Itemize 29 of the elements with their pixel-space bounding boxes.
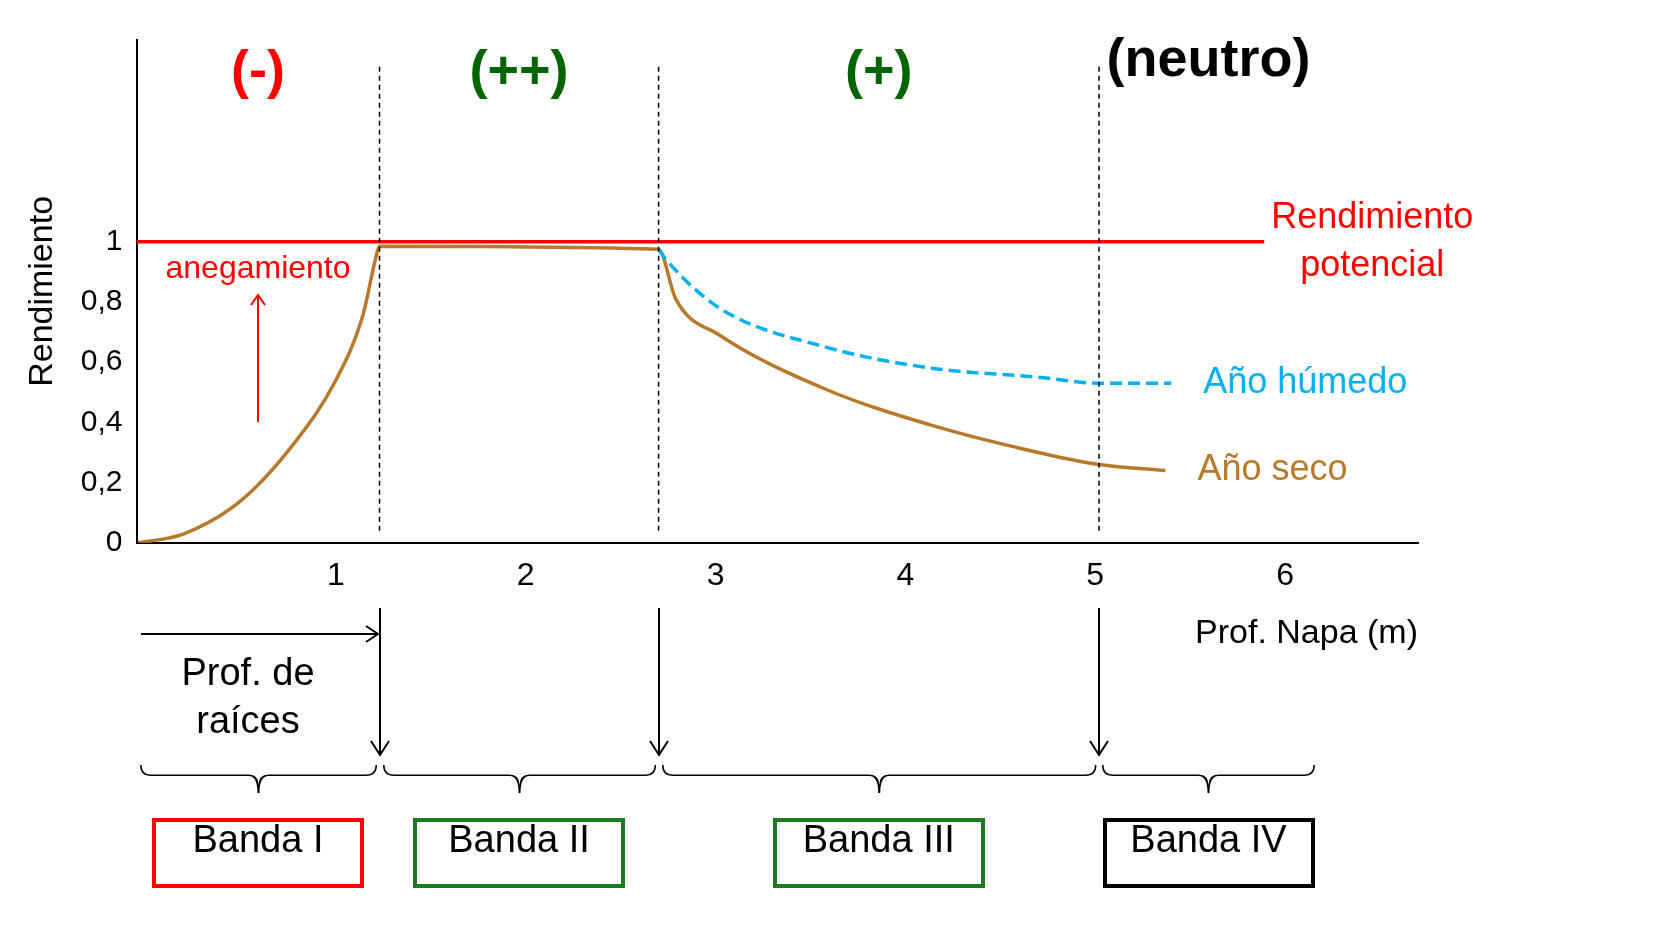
- y-axis-title: Rendimiento: [20, 195, 59, 387]
- x-tick-label: 1: [326, 555, 345, 592]
- text: Banda II: [447, 817, 591, 861]
- text: Prof. de raíces: [180, 649, 316, 743]
- annotation: anegamiento: [165, 248, 351, 285]
- series-label: Rendimiento potencial: [1271, 194, 1474, 284]
- y-tick-label: 1: [105, 222, 123, 256]
- x-tick-label: 6: [1276, 555, 1294, 592]
- line-series: [136, 244, 1168, 543]
- y-tick-label: 0,2: [80, 463, 123, 497]
- y-tick-label: 0,4: [80, 403, 123, 437]
- series-label: Año seco: [1197, 447, 1348, 489]
- x-tick-label: 3: [706, 555, 725, 592]
- text: Banda I: [191, 817, 325, 861]
- x-axis-title: Prof. Napa (m): [1195, 611, 1418, 650]
- x-tick-label: 4: [896, 555, 915, 592]
- y-tick-label: 0: [105, 524, 123, 558]
- annotation: (+): [845, 39, 913, 100]
- y-tick-label: 0,6: [80, 343, 123, 377]
- annotation: (neutro): [1106, 26, 1311, 87]
- series-label: Año húmedo: [1203, 360, 1408, 402]
- y-tick-label: 0,8: [80, 283, 123, 317]
- x-tick-label: 2: [516, 555, 535, 592]
- x-tick-label: 5: [1086, 555, 1105, 592]
- line-series: [656, 247, 1173, 385]
- annotation: (-): [231, 39, 285, 100]
- text: Banda III: [801, 817, 956, 861]
- annotation: (++): [469, 39, 569, 100]
- text: Banda IV: [1129, 817, 1288, 861]
